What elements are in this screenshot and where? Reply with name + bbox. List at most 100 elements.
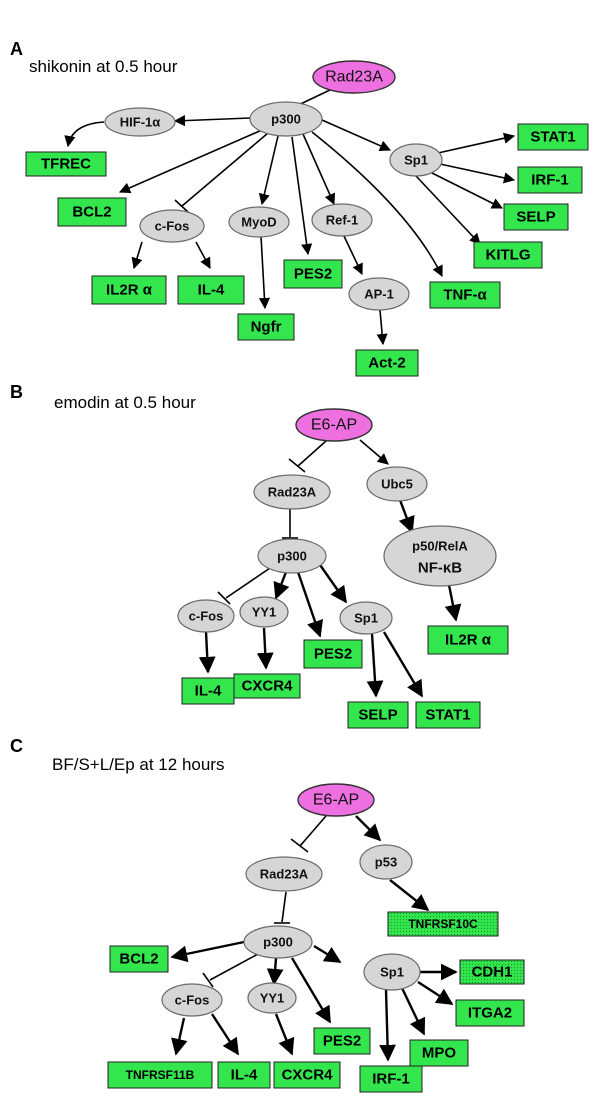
svg-text:BCL2: BCL2: [72, 204, 111, 221]
svg-text:PES2: PES2: [294, 266, 332, 283]
gene-stat1: [415, 701, 481, 729]
edge-p300-pes2: [290, 957, 332, 1024]
gene-irf1: [517, 166, 583, 194]
gene-selp: [347, 701, 409, 729]
edge-sp1-stat1: [437, 132, 516, 154]
node-cfos: [177, 599, 235, 633]
edge-cfos-il4: [195, 241, 211, 269]
svg-text:ITGA2: ITGA2: [468, 1005, 512, 1022]
node-myod: [228, 206, 290, 238]
svg-text:TNFRSF10C: TNFRSF10C: [408, 917, 478, 931]
gene-cxcr4: [273, 1061, 341, 1089]
svg-text:IL-4: IL-4: [198, 282, 225, 299]
gene-cxcr4: [233, 673, 301, 699]
svg-text:c-Fos: c-Fos: [175, 993, 210, 1008]
edge-cfos-il4: [210, 1013, 240, 1056]
gene-irf1: [359, 1065, 423, 1093]
node-p300: [243, 925, 313, 959]
node-p300: [249, 101, 323, 137]
svg-text:Rad23A: Rad23A: [260, 867, 309, 882]
node-p300: [257, 538, 327, 574]
node-sp1-label: Sp1: [404, 153, 428, 168]
edge-p300-yy1: [266, 957, 284, 986]
svg-text:IL-4: IL-4: [195, 683, 222, 700]
gene-tfrec: [25, 151, 107, 177]
svg-text:p50/RelA: p50/RelA: [412, 539, 468, 554]
svg-text:TNFRSF11B: TNFRSF11B: [126, 1068, 195, 1082]
gene-stat1: [517, 123, 589, 151]
edge-p300-pes2: [296, 571, 324, 638]
svg-text:STAT1: STAT1: [425, 707, 470, 724]
node-myod-label: MyoD: [241, 215, 276, 230]
node-cfos: [161, 983, 223, 1017]
panel-a-title: shikonin at 0.5 hour: [29, 57, 178, 76]
svg-text:PES2: PES2: [323, 1033, 361, 1050]
svg-text:YY1: YY1: [260, 991, 285, 1006]
edge-e6ap-ubc5: [359, 439, 389, 465]
node-cfos: [139, 209, 205, 243]
gene-cdh1: [459, 959, 525, 985]
edge-p53-tnfrsf10c: [389, 879, 430, 912]
gene-pes2: [303, 639, 363, 669]
svg-text:Sp1: Sp1: [380, 965, 404, 980]
edge-p300-sp1: [321, 119, 392, 152]
edge-p300-hif1a: [173, 115, 251, 127]
svg-text:MPO: MPO: [422, 1045, 457, 1062]
svg-text:CXCR4: CXCR4: [282, 1067, 334, 1084]
svg-text:KITLG: KITLG: [486, 247, 531, 264]
node-yy1: [239, 596, 289, 628]
edge-sp1-mpo: [400, 987, 426, 1036]
node-sp1: [389, 143, 443, 177]
svg-text:SELP: SELP: [516, 209, 555, 226]
edge-e6ap-inhibits-rad23a: [297, 440, 327, 467]
svg-text:NF-κB: NF-κB: [418, 560, 462, 577]
edge-yy1-cxcr4: [256, 627, 274, 670]
node-hif1a-label: HIF-1α: [120, 115, 161, 130]
edge-p300-bcl2: [118, 129, 263, 194]
node-yy1: [247, 982, 297, 1014]
edge-sp1-stat1: [382, 631, 424, 698]
edge-p300-bcl2: [170, 940, 245, 963]
svg-text:SELP: SELP: [358, 707, 397, 724]
panel-c-title: BF/S+L/Ep at 12 hours: [52, 755, 224, 774]
edge-sp1-irf1: [379, 989, 396, 1062]
node-e6ap: [295, 408, 373, 442]
node-ubc5: [366, 466, 428, 502]
svg-text:E6-AP: E6-AP: [311, 417, 357, 434]
gene-pes2: [283, 259, 343, 289]
node-sp1: [363, 953, 421, 991]
node-ap1-label: AP-1: [364, 287, 394, 302]
edge-p300-tnfa: [311, 131, 443, 278]
gene-mpo: [409, 1039, 469, 1067]
node-ref1: [311, 203, 373, 237]
node-nfkb: [383, 525, 497, 587]
edge-yy1-cxcr4: [274, 1013, 295, 1056]
svg-text:Act-2: Act-2: [368, 355, 406, 372]
node-hif1a: [104, 107, 176, 137]
edge-sp1-selp: [366, 633, 384, 698]
edge-p300-sp1: [313, 944, 342, 964]
gene-bcl2: [109, 945, 169, 973]
svg-text:TNF-α: TNF-α: [443, 287, 487, 304]
node-rad23a: [312, 60, 396, 94]
node-ap1: [348, 277, 410, 311]
edge-p300-inhibits-cfos: [209, 953, 259, 981]
panel-a: A shikonin at 0.5 hour Rad23A p300 HIF-1…: [10, 39, 589, 377]
edge-sp1-itga2: [417, 980, 454, 1006]
edge-hif1a-tfrec: [64, 121, 105, 148]
edge-p300-inhibits-cfos: [181, 132, 269, 207]
edge-e6ap-p53: [355, 815, 382, 842]
svg-text:YY1: YY1: [252, 605, 277, 620]
panel-c: C BF/S+L/Ep at 12 hours E6-AP Rad23A p53…: [10, 736, 525, 1093]
edge-p300-pes2: [291, 136, 313, 256]
edge-p300-sp1: [317, 561, 347, 604]
edge-p300-ref1: [302, 133, 336, 206]
edge-rad23a-inhibits-p300: [281, 891, 287, 923]
edge-sp1-selp: [431, 172, 504, 209]
edge-p300-inhibits-cfos: [225, 567, 271, 599]
gene-pes2: [313, 1027, 371, 1055]
panel-b-title: emodin at 0.5 hour: [54, 393, 196, 412]
gene-kitlg: [473, 241, 543, 269]
edge-ap1-act2: [376, 309, 388, 346]
